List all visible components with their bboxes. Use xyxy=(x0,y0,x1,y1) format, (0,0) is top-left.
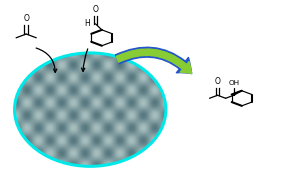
Text: O: O xyxy=(23,14,29,23)
Text: OH: OH xyxy=(228,80,239,86)
Text: O: O xyxy=(93,5,98,14)
FancyArrowPatch shape xyxy=(116,47,192,74)
Ellipse shape xyxy=(15,53,166,166)
Text: H: H xyxy=(84,19,90,28)
FancyArrowPatch shape xyxy=(116,49,192,74)
Text: O: O xyxy=(215,77,221,86)
